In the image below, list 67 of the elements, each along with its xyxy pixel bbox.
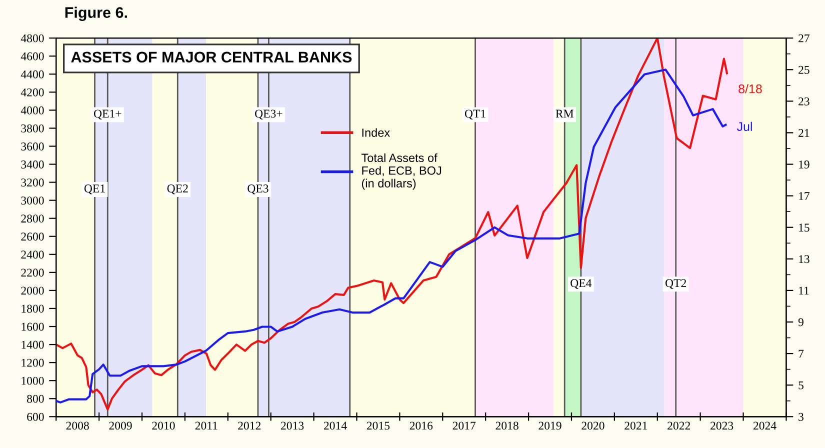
y2-tick-label: 11 [799,286,809,295]
x-tick-label: 2013 [281,422,304,430]
annotation: QE1 [84,184,105,194]
y2-tick-label: 21 [798,129,810,137]
y-tick-label: 4800 [20,34,44,42]
annotation: QE3+ [255,110,282,120]
y-tick-label: 2200 [21,268,44,277]
x-tick-label: 2022 [668,422,690,430]
x-tick-label: 2017 [452,422,476,430]
x-tick-label: 2016 [410,422,433,430]
y-tick-label: 4600 [20,52,44,60]
x-tick-label: 2012 [238,422,261,430]
y2-tick-label: 19 [799,160,810,168]
y-tick-label: 3200 [21,178,44,187]
legend-label: Index [362,128,390,137]
x-tick-label: 2020 [582,422,604,430]
y-tick-label: 3400 [21,160,44,168]
y2-tick-label: 27 [798,34,810,42]
x-tick-label: 2024 [753,422,776,430]
y-tick-label: 1200 [22,358,44,367]
y-tick-label: 4000 [20,106,44,114]
y2-tick-label: 15 [799,224,810,232]
x-tick-label: 2023 [710,422,734,430]
annotation: QT2 [666,279,686,289]
legend-label: Total Assets of Fed, ECB, BOJ (in dollars) [361,153,442,190]
y-tick-label: 3800 [21,124,44,132]
y-tick-label: 4200 [20,88,44,96]
y-tick-label: 800 [27,394,44,403]
text: ASSETS OF MAJOR CENTRAL BANKS [71,52,352,63]
y-tick-label: 1400 [22,340,44,349]
x-tick-label: 2014 [324,422,347,430]
y-tick-label: 3000 [21,196,44,205]
annotation: Jul [736,122,752,132]
x-tick-label: 2021 [624,422,647,430]
y2-tick-label: 7 [798,350,804,358]
annotation: QE4 [570,279,592,289]
x-tick-label: 2011 [195,422,218,430]
y-tick-label: 2400 [21,250,44,259]
annotation: QT1 [464,110,486,120]
annotation: QE2 [167,184,188,194]
x-tick-label: 2008 [66,422,89,430]
y2-tick-label: 3 [798,412,804,421]
x-tick-label: 2019 [538,422,562,430]
annotation: QE1+ [94,110,122,120]
y-tick-label: 4400 [20,70,44,78]
y-tick-label: 3600 [21,142,44,150]
chart-title: Figure 6. [65,6,127,22]
y-tick-label: 600 [27,412,44,421]
x-tick-label: 2018 [496,422,518,430]
x-tick-label: 2009 [109,422,132,430]
y2-tick-label: 9 [798,318,804,326]
x-tick-label: 2010 [152,422,175,430]
y2-tick-label: 17 [799,192,810,200]
annotation: RM [556,110,574,118]
y-tick-label: 2000 [21,286,44,295]
y2-tick-label: 13 [799,255,810,264]
y-tick-label: 2600 [21,232,44,241]
y2-tick-label: 25 [798,66,810,74]
annotation: QE3 [248,184,268,194]
y-tick-label: 2800 [21,214,44,223]
y2-tick-label: 23 [798,97,810,106]
annotation: 8/18 [738,84,762,94]
x-tick-label: 2015 [366,422,390,430]
y2-tick-label: 5 [798,381,804,390]
y-tick-label: 1000 [22,376,44,385]
y-tick-label: 1800 [22,304,44,313]
y-tick-label: 1600 [22,322,44,331]
